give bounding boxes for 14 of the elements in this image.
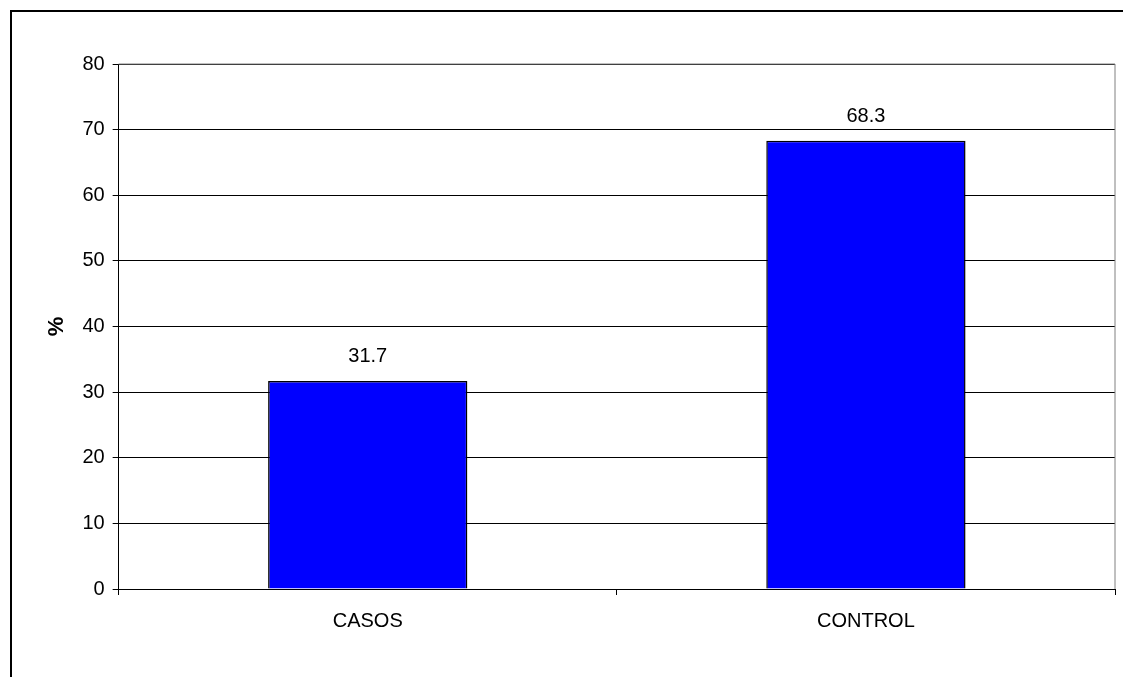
x-tick-label: CASOS (332, 608, 403, 631)
y-tick-label: 80 (82, 51, 105, 74)
y-tick-label: 10 (82, 510, 105, 533)
y-tick-label: 50 (82, 248, 105, 271)
data-label: 68.3 (846, 104, 886, 127)
y-tick-label: 70 (82, 117, 105, 140)
y-tick-label: 0 (93, 576, 105, 599)
y-tick-label: 60 (82, 182, 105, 205)
y-tick-label: 30 (82, 379, 105, 402)
y-axis-title: % (43, 316, 69, 337)
x-tick-label: CONTROL (817, 608, 915, 631)
y-tick-label: 20 (82, 445, 105, 468)
data-label: 31.7 (348, 344, 388, 367)
y-tick-label: 40 (82, 314, 105, 337)
